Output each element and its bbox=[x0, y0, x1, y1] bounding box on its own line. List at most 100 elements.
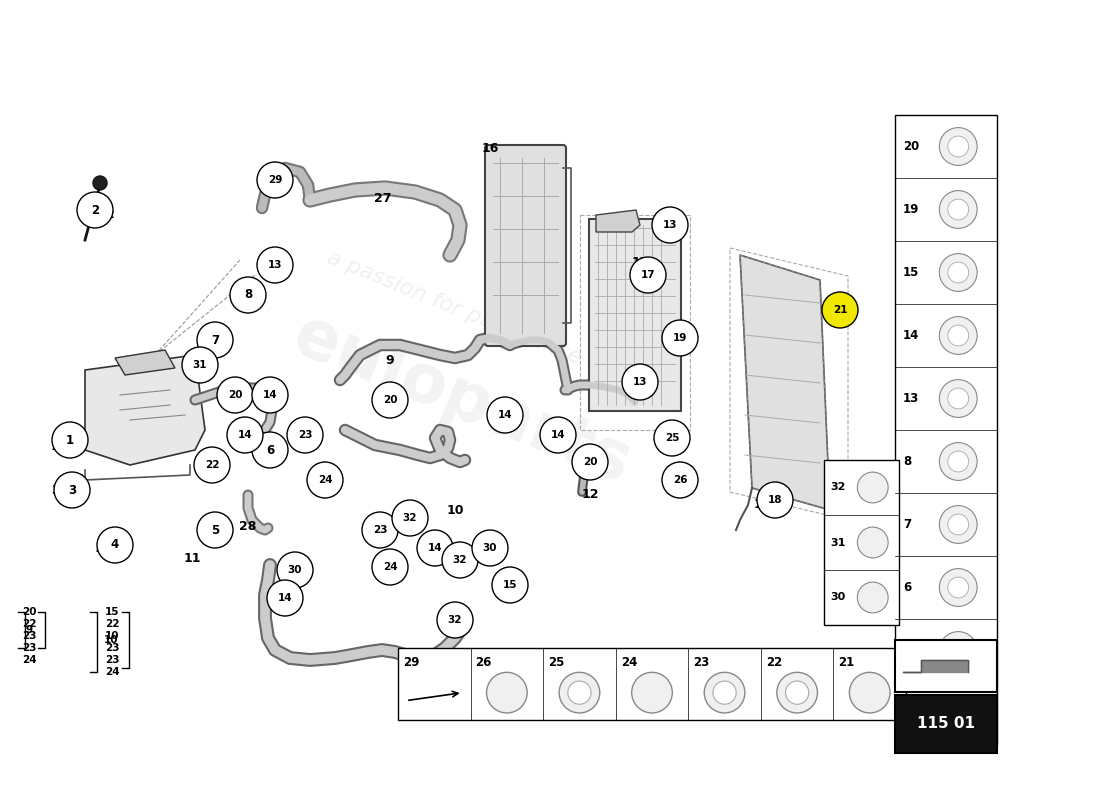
Circle shape bbox=[568, 681, 591, 704]
Circle shape bbox=[257, 162, 293, 198]
Circle shape bbox=[857, 527, 888, 558]
Circle shape bbox=[559, 672, 600, 713]
Circle shape bbox=[97, 527, 133, 563]
Circle shape bbox=[662, 320, 698, 356]
Text: 14: 14 bbox=[551, 430, 565, 440]
Circle shape bbox=[939, 506, 977, 543]
Text: 10: 10 bbox=[447, 503, 464, 517]
Circle shape bbox=[948, 451, 969, 472]
Circle shape bbox=[94, 176, 107, 190]
Text: 22: 22 bbox=[104, 619, 120, 629]
Text: 24: 24 bbox=[620, 655, 637, 669]
Circle shape bbox=[939, 632, 977, 670]
Text: 32: 32 bbox=[830, 482, 846, 493]
Circle shape bbox=[939, 442, 977, 480]
Circle shape bbox=[631, 672, 672, 713]
Text: 8: 8 bbox=[903, 455, 911, 468]
Circle shape bbox=[182, 347, 218, 383]
Circle shape bbox=[194, 447, 230, 483]
Text: 23: 23 bbox=[22, 631, 36, 641]
Circle shape bbox=[372, 382, 408, 418]
Text: 15: 15 bbox=[104, 607, 120, 617]
Circle shape bbox=[487, 397, 522, 433]
Circle shape bbox=[72, 492, 84, 504]
Circle shape bbox=[572, 444, 608, 480]
Text: 23: 23 bbox=[693, 655, 710, 669]
Circle shape bbox=[777, 672, 817, 713]
Circle shape bbox=[948, 703, 969, 724]
Text: 7: 7 bbox=[903, 518, 911, 531]
Text: 18: 18 bbox=[768, 495, 782, 505]
Circle shape bbox=[652, 207, 688, 243]
Text: 14: 14 bbox=[277, 593, 293, 603]
Polygon shape bbox=[596, 210, 640, 232]
Circle shape bbox=[267, 580, 303, 616]
Circle shape bbox=[948, 136, 969, 157]
Circle shape bbox=[654, 420, 690, 456]
FancyBboxPatch shape bbox=[588, 219, 681, 411]
Bar bbox=[895, 640, 997, 692]
Text: 5: 5 bbox=[903, 644, 911, 657]
Text: 30: 30 bbox=[483, 543, 497, 553]
Circle shape bbox=[417, 530, 453, 566]
Text: 5: 5 bbox=[211, 523, 219, 537]
Text: 22: 22 bbox=[22, 619, 36, 629]
Text: 28: 28 bbox=[240, 521, 256, 534]
Circle shape bbox=[822, 292, 858, 328]
Text: 21: 21 bbox=[833, 305, 847, 315]
Circle shape bbox=[939, 127, 977, 166]
Text: 10: 10 bbox=[103, 635, 118, 645]
Text: 30: 30 bbox=[830, 593, 845, 602]
Text: 14: 14 bbox=[903, 329, 920, 342]
Circle shape bbox=[939, 254, 977, 291]
Text: 13: 13 bbox=[903, 392, 920, 405]
Circle shape bbox=[372, 549, 408, 585]
Polygon shape bbox=[85, 355, 205, 465]
Circle shape bbox=[540, 417, 576, 453]
Text: 32: 32 bbox=[403, 513, 417, 523]
Circle shape bbox=[704, 672, 745, 713]
Circle shape bbox=[785, 681, 808, 704]
Text: 23: 23 bbox=[298, 430, 312, 440]
Text: 6: 6 bbox=[266, 443, 274, 457]
Text: 4: 4 bbox=[96, 543, 104, 557]
Text: 16: 16 bbox=[482, 142, 498, 154]
Circle shape bbox=[849, 672, 890, 713]
Circle shape bbox=[948, 514, 969, 535]
Text: 2: 2 bbox=[106, 209, 114, 222]
Circle shape bbox=[939, 569, 977, 606]
Text: 9: 9 bbox=[26, 625, 33, 635]
Text: euloparts: euloparts bbox=[284, 302, 640, 498]
Text: 13: 13 bbox=[632, 377, 647, 387]
Text: 30: 30 bbox=[288, 565, 302, 575]
Text: 9: 9 bbox=[386, 354, 394, 366]
Text: 23: 23 bbox=[104, 655, 120, 665]
Text: 21: 21 bbox=[838, 655, 855, 669]
Text: 26: 26 bbox=[673, 475, 688, 485]
Text: 23: 23 bbox=[373, 525, 387, 535]
Text: 12: 12 bbox=[581, 489, 598, 502]
Text: 13: 13 bbox=[267, 260, 283, 270]
Circle shape bbox=[362, 512, 398, 548]
Circle shape bbox=[948, 388, 969, 409]
Text: 4: 4 bbox=[903, 707, 911, 720]
Text: 6: 6 bbox=[903, 581, 911, 594]
Text: 31: 31 bbox=[192, 360, 207, 370]
Circle shape bbox=[939, 694, 977, 733]
Text: 19: 19 bbox=[673, 333, 688, 343]
Text: 11: 11 bbox=[184, 551, 200, 565]
Polygon shape bbox=[740, 255, 830, 510]
Bar bbox=[398, 648, 906, 720]
Circle shape bbox=[52, 422, 88, 458]
Circle shape bbox=[948, 577, 969, 598]
Text: 20: 20 bbox=[22, 607, 36, 617]
Text: 23: 23 bbox=[22, 643, 36, 653]
Text: 22: 22 bbox=[205, 460, 219, 470]
Circle shape bbox=[713, 681, 736, 704]
Text: 1: 1 bbox=[66, 434, 74, 446]
Circle shape bbox=[621, 364, 658, 400]
Text: 3: 3 bbox=[51, 483, 59, 497]
Circle shape bbox=[630, 257, 666, 293]
Text: 115 01: 115 01 bbox=[917, 717, 975, 731]
Circle shape bbox=[54, 472, 90, 508]
